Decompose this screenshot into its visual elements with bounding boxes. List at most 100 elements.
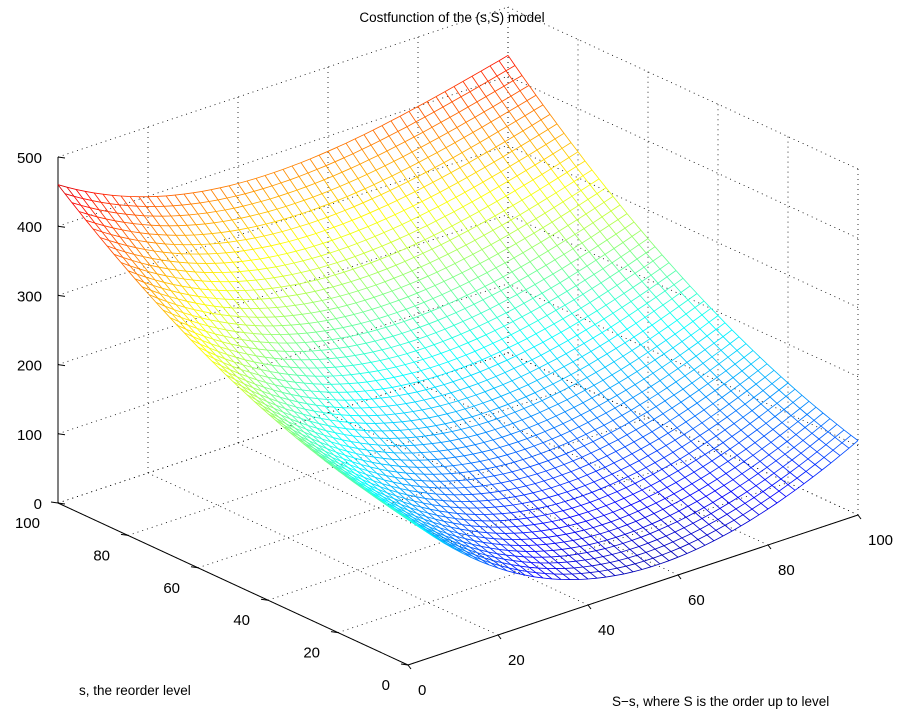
mesh-segment bbox=[459, 472, 468, 481]
mesh-segment bbox=[269, 198, 278, 210]
mesh-segment bbox=[357, 381, 368, 384]
mesh-segment bbox=[250, 340, 261, 343]
mesh-segment bbox=[432, 182, 441, 193]
mesh-segment bbox=[586, 550, 597, 553]
mesh-segment bbox=[420, 506, 431, 510]
mesh-segment bbox=[629, 363, 638, 372]
mesh-segment bbox=[481, 244, 492, 250]
mesh-segment bbox=[632, 287, 641, 296]
mesh-segment bbox=[332, 375, 343, 377]
mesh-segment bbox=[165, 194, 176, 197]
mesh-segment bbox=[202, 311, 211, 321]
mesh-segment bbox=[512, 75, 523, 82]
mesh-segment bbox=[447, 253, 456, 264]
mesh-segment bbox=[605, 575, 616, 578]
mesh-segment bbox=[518, 155, 529, 162]
mesh-segment bbox=[518, 280, 527, 290]
mesh-segment bbox=[561, 148, 570, 158]
mesh-segment bbox=[665, 439, 676, 446]
mesh-segment bbox=[390, 485, 401, 489]
mesh-segment bbox=[469, 426, 478, 436]
mesh-segment bbox=[513, 368, 522, 377]
mesh-segment bbox=[445, 516, 456, 519]
mesh-segment bbox=[526, 100, 535, 111]
mesh-segment bbox=[785, 489, 796, 498]
mesh-segment bbox=[451, 96, 462, 103]
mesh-segment bbox=[467, 507, 476, 515]
mesh-segment bbox=[544, 328, 553, 338]
mesh-segment bbox=[540, 119, 549, 130]
mesh-segment bbox=[497, 363, 506, 373]
mesh-segment bbox=[244, 190, 255, 195]
mesh-segment bbox=[399, 430, 408, 439]
mesh-segment bbox=[521, 311, 532, 318]
mesh-segment bbox=[501, 512, 512, 515]
mesh-segment bbox=[554, 464, 565, 469]
mesh-segment bbox=[537, 203, 546, 214]
mesh-segment bbox=[438, 510, 449, 513]
mesh-segment bbox=[595, 470, 604, 479]
mesh-segment bbox=[350, 374, 359, 384]
mesh-segment bbox=[296, 374, 305, 384]
mesh-segment bbox=[489, 490, 500, 494]
mesh-segment bbox=[467, 101, 478, 108]
mesh-segment bbox=[228, 185, 237, 197]
mesh-segment bbox=[545, 144, 554, 155]
mesh-segment bbox=[527, 149, 538, 156]
mesh-segment bbox=[243, 248, 254, 252]
mesh-segment bbox=[499, 239, 508, 250]
mesh-segment bbox=[319, 203, 330, 208]
mesh-segment bbox=[470, 371, 481, 376]
mesh-segment bbox=[405, 472, 414, 481]
mesh-segment bbox=[350, 441, 361, 444]
axis-lines bbox=[50, 156, 862, 670]
mesh-segment bbox=[343, 157, 352, 169]
mesh-segment bbox=[546, 568, 555, 575]
mesh-segment bbox=[380, 397, 389, 407]
mesh-segment bbox=[442, 106, 451, 118]
mesh-segment bbox=[460, 221, 469, 232]
mesh-segment bbox=[436, 459, 445, 467]
mesh-segment bbox=[639, 496, 650, 502]
mesh-segment bbox=[113, 253, 124, 258]
mesh-segment bbox=[213, 221, 224, 224]
mesh-segment bbox=[268, 257, 277, 268]
mesh-segment bbox=[355, 188, 366, 194]
mesh-segment bbox=[465, 513, 474, 521]
mesh-segment bbox=[246, 180, 255, 192]
mesh-segment bbox=[350, 278, 361, 283]
mesh-segment bbox=[759, 454, 770, 462]
mesh-segment bbox=[529, 538, 538, 546]
mesh-segment bbox=[721, 496, 730, 504]
mesh-segment bbox=[690, 435, 701, 442]
mesh-segment bbox=[498, 60, 507, 72]
mesh-segment bbox=[471, 75, 480, 87]
mesh-segment bbox=[804, 427, 813, 434]
mesh-segment bbox=[378, 406, 387, 416]
mesh-segment bbox=[719, 410, 728, 418]
mesh-segment bbox=[271, 182, 282, 187]
mesh-segment bbox=[343, 364, 354, 367]
mesh-segment bbox=[201, 280, 210, 290]
mesh-segment bbox=[656, 339, 667, 347]
mesh-segment bbox=[516, 487, 525, 496]
mesh-segment bbox=[573, 567, 582, 574]
mesh-segment bbox=[582, 491, 593, 496]
mesh-segment bbox=[516, 289, 527, 295]
mesh-segment bbox=[569, 210, 578, 221]
mesh-segment bbox=[482, 399, 493, 404]
mesh-segment bbox=[307, 367, 316, 377]
mesh-segment bbox=[594, 429, 603, 438]
mesh-segment bbox=[756, 422, 767, 431]
mesh-segment bbox=[762, 390, 771, 398]
mesh-segment bbox=[218, 367, 227, 376]
mesh-segment bbox=[524, 574, 535, 578]
mesh-segment bbox=[494, 505, 505, 508]
mesh-segment bbox=[239, 270, 250, 273]
mesh-segment bbox=[647, 238, 656, 247]
mesh-segment bbox=[424, 435, 433, 444]
mesh-segment bbox=[591, 488, 602, 493]
mesh-segment bbox=[110, 234, 121, 238]
mesh-segment bbox=[641, 566, 652, 570]
mesh-segment bbox=[632, 391, 643, 398]
